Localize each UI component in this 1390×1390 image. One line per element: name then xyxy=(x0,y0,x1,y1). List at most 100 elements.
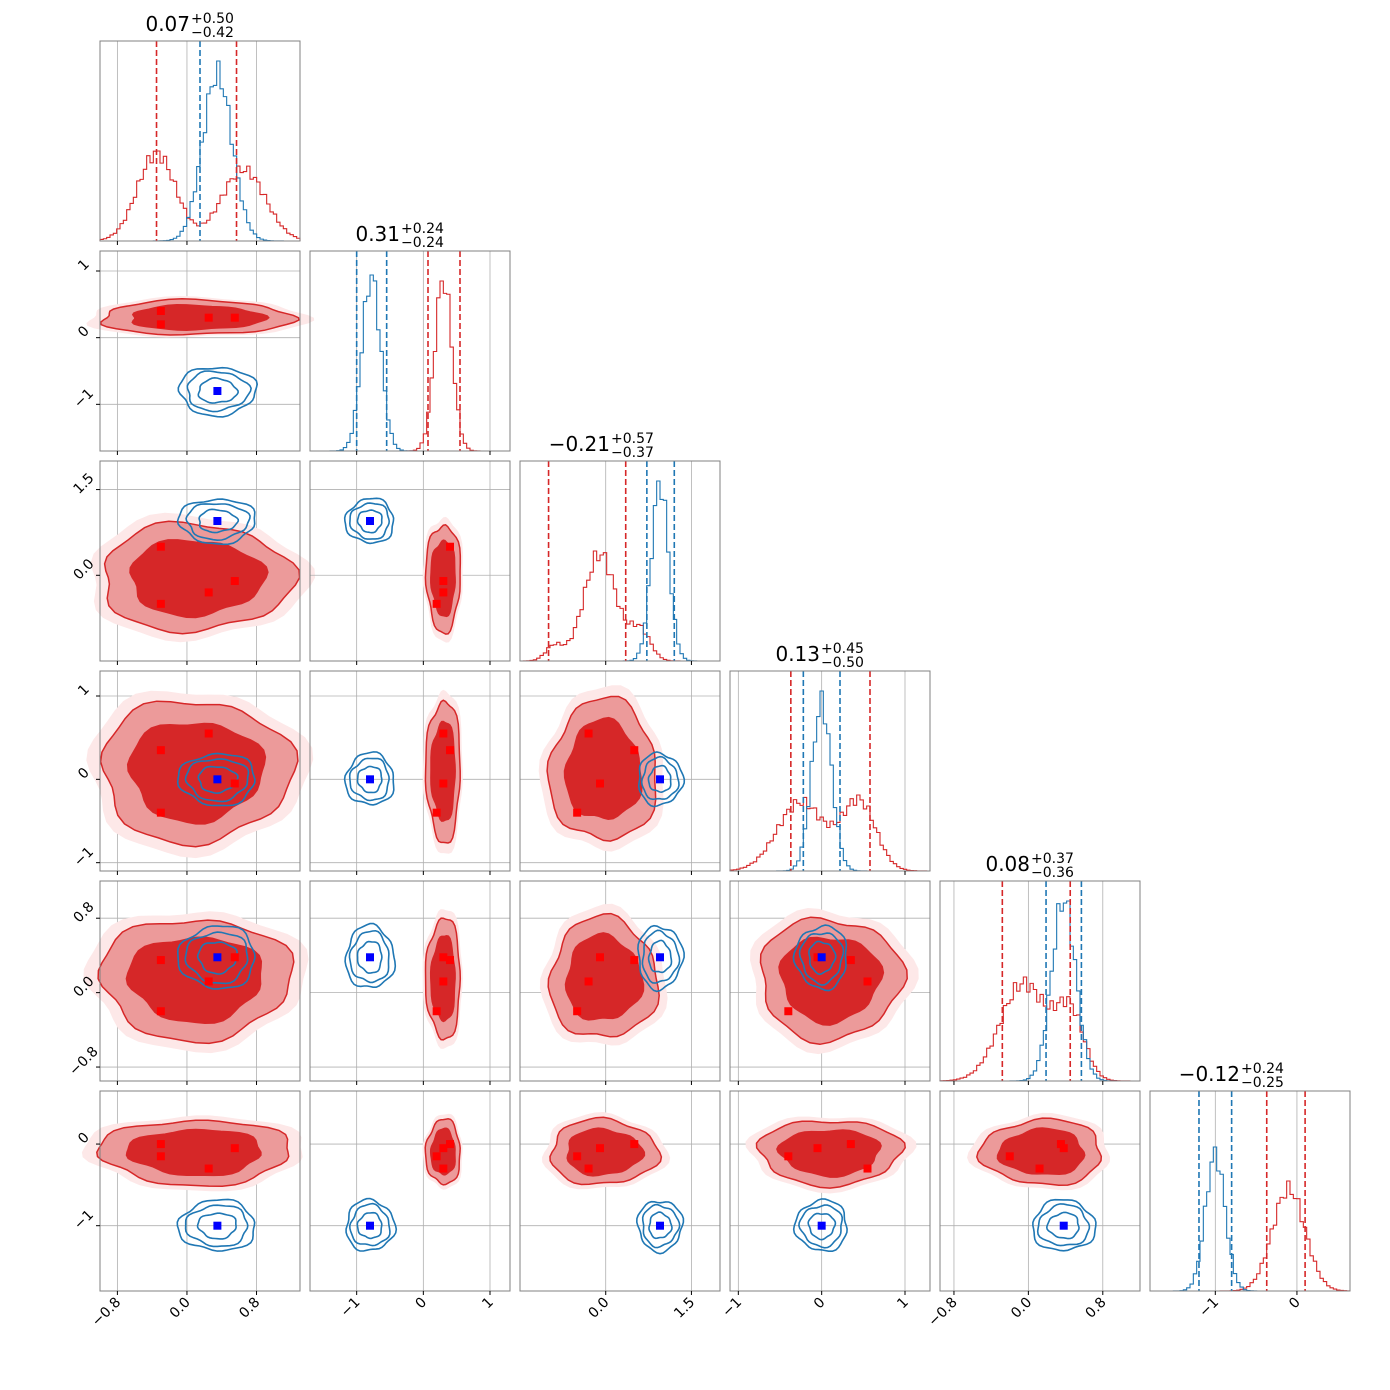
panel-frame xyxy=(99,250,301,452)
blue-contour xyxy=(808,940,837,976)
panel-frame xyxy=(729,1090,931,1292)
contour-panel xyxy=(309,460,511,665)
red-contour-inner xyxy=(129,539,269,619)
blue-contour xyxy=(197,765,239,795)
x-tick-label: 1.5 xyxy=(671,1295,698,1322)
red-contour-inner xyxy=(564,932,645,1021)
blue-contour xyxy=(185,503,251,542)
x-tick-label: 0.0 xyxy=(1008,1295,1035,1322)
blue-marker xyxy=(1059,1221,1068,1230)
red-marker xyxy=(784,1152,793,1161)
x-tick-label: 0.8 xyxy=(236,1295,263,1322)
panel-frame xyxy=(99,460,301,662)
red-marker xyxy=(596,1144,604,1153)
red-marker xyxy=(446,542,454,551)
blue-marker xyxy=(656,775,664,784)
histogram-title: 0.13 +0.45−0.50 xyxy=(775,641,863,671)
red-marker xyxy=(432,599,441,608)
contour-panel xyxy=(729,1090,931,1295)
panel-frame xyxy=(99,40,301,242)
red-contour-inner xyxy=(566,1127,646,1177)
x-tick-label: −1 xyxy=(719,1295,745,1321)
contour-panel xyxy=(309,880,511,1085)
blue-contour xyxy=(186,370,252,413)
histogram-panel xyxy=(1149,1090,1351,1295)
x-tick-label: 0 xyxy=(811,1295,829,1313)
red-marker xyxy=(446,956,454,965)
red-contour-inner xyxy=(131,304,270,331)
red-marker xyxy=(230,1144,239,1153)
red-marker xyxy=(432,808,441,817)
histogram-panel xyxy=(729,670,931,875)
blue-contour xyxy=(176,925,256,990)
red-contour-inner xyxy=(996,1127,1086,1176)
x-tick-label: 1 xyxy=(479,1295,497,1313)
title-minus: −0.37 xyxy=(611,445,654,461)
blue-contour xyxy=(343,497,395,545)
blue-histogram xyxy=(730,690,930,872)
red-marker xyxy=(846,956,855,965)
title-value: −0.21 xyxy=(549,432,610,456)
red-marker xyxy=(156,746,165,755)
blue-marker xyxy=(213,953,222,962)
blue-marker xyxy=(213,517,222,525)
contour-panel xyxy=(519,1090,721,1295)
red-marker xyxy=(1056,1140,1065,1149)
red-marker xyxy=(439,729,448,738)
x-tick-label: −0.8 xyxy=(925,1295,960,1330)
x-tick-label: 0.0 xyxy=(167,1295,194,1322)
red-marker xyxy=(863,977,872,986)
histogram-panel xyxy=(99,40,301,245)
red-marker xyxy=(596,953,604,962)
title-minus: −0.50 xyxy=(821,655,864,671)
blue-contour xyxy=(356,509,383,534)
y-tick-label: −1 xyxy=(71,1207,97,1233)
red-marker xyxy=(439,577,448,585)
red-marker xyxy=(1005,1152,1014,1161)
blue-contour xyxy=(637,924,685,993)
blue-contour xyxy=(176,1198,256,1252)
blue-contour xyxy=(176,498,256,546)
red-marker xyxy=(573,1007,582,1016)
panel-frame xyxy=(1149,1090,1351,1292)
red-marker xyxy=(584,977,593,986)
red-marker xyxy=(204,588,213,597)
red-marker xyxy=(432,1007,441,1016)
y-tick-label: 1.5 xyxy=(70,470,97,497)
blue-marker xyxy=(213,387,222,395)
blue-contour xyxy=(647,764,672,794)
blue-contour xyxy=(197,941,238,975)
contour-panel xyxy=(309,670,511,875)
histogram-title: 0.31 +0.24−0.24 xyxy=(355,221,444,251)
x-tick-label: 0.0 xyxy=(585,1295,612,1322)
title-plus: +0.45 xyxy=(821,641,864,657)
blue-contour xyxy=(798,932,845,986)
red-marker xyxy=(156,320,165,329)
red-marker xyxy=(204,1164,213,1173)
x-tick-label: −1 xyxy=(338,1295,364,1321)
blue-contour xyxy=(641,929,681,984)
blue-contour xyxy=(348,1202,391,1247)
title-minus: −0.42 xyxy=(191,25,234,41)
red-marker xyxy=(446,746,454,755)
red-marker xyxy=(439,953,448,962)
blue-contour xyxy=(637,751,686,808)
blue-histogram xyxy=(1150,1146,1350,1292)
red-marker xyxy=(446,1140,454,1149)
y-tick-label: 1 xyxy=(75,682,93,700)
y-tick-label: 0.8 xyxy=(70,899,97,926)
x-tick-label: −1 xyxy=(1196,1295,1222,1321)
x-tick-label: −0.8 xyxy=(89,1295,124,1330)
title-plus: +0.24 xyxy=(1241,1061,1284,1077)
y-tick-label: 1 xyxy=(75,257,93,275)
red-contour-inner xyxy=(778,936,885,1026)
blue-contour xyxy=(348,757,390,802)
red-marker xyxy=(584,729,593,738)
blue-marker xyxy=(366,517,374,525)
title-minus: −0.36 xyxy=(1031,865,1074,881)
panel-frame xyxy=(729,670,931,872)
red-marker xyxy=(156,542,165,551)
red-marker xyxy=(439,588,448,597)
title-plus: +0.50 xyxy=(191,11,234,27)
